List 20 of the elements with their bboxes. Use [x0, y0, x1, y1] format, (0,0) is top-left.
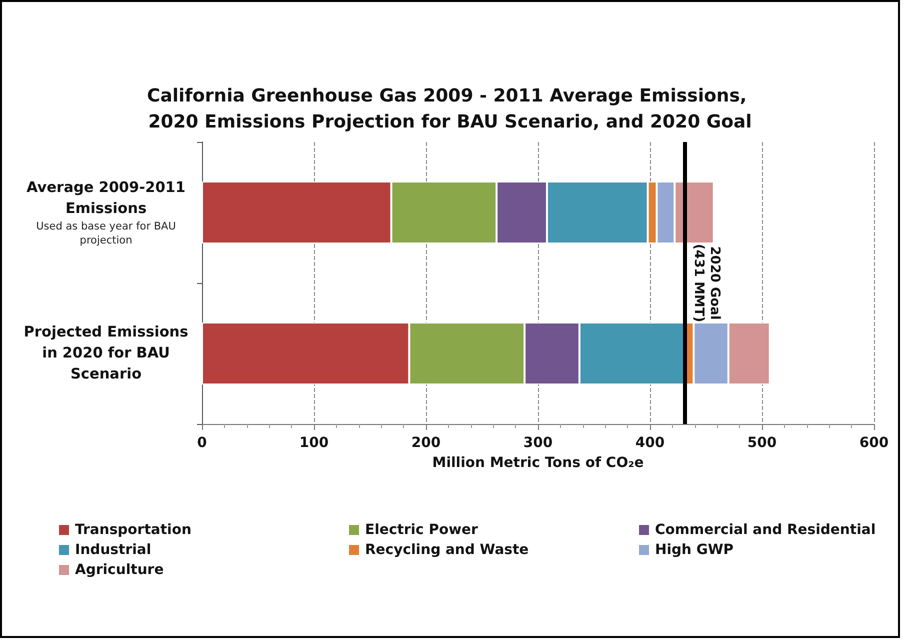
legend-label: Industrial — [75, 542, 152, 558]
x-tick-label: 200 — [411, 435, 441, 451]
x-tick-label: 0 — [197, 435, 208, 451]
ref-line-label: 2020 Goal (431 MMT) — [691, 244, 722, 322]
legend-label: Transportation — [75, 522, 192, 538]
x-tick-label: 300 — [523, 435, 553, 451]
x-tick-label: 600 — [859, 435, 889, 451]
legend-label: High GWP — [655, 542, 734, 558]
chart-title: California Greenhouse Gas 2009 - 2011 Average Emissions, 2020 Emissions Projection for BAU Scenario, and 2020 Goal — [146, 86, 754, 132]
x-axis-title: Million Metric Tons of CO₂e — [432, 455, 644, 471]
x-tick-label: 400 — [635, 435, 665, 451]
legend-label: Agriculture — [75, 562, 164, 578]
y-tick-label: Projected Emissions in 2020 for BAU Scenario — [24, 324, 188, 382]
x-tick-label: 500 — [747, 435, 777, 451]
text: Used as base year for BAU projection — [36, 220, 176, 246]
y-tick-label: Average 2009-2011 Emissions — [26, 180, 186, 217]
legend-label: Electric Power — [365, 522, 478, 538]
x-tick-label: 100 — [299, 435, 329, 451]
legend-label: Commercial and Residential — [655, 522, 876, 538]
legend-label: Recycling and Waste — [365, 542, 529, 558]
